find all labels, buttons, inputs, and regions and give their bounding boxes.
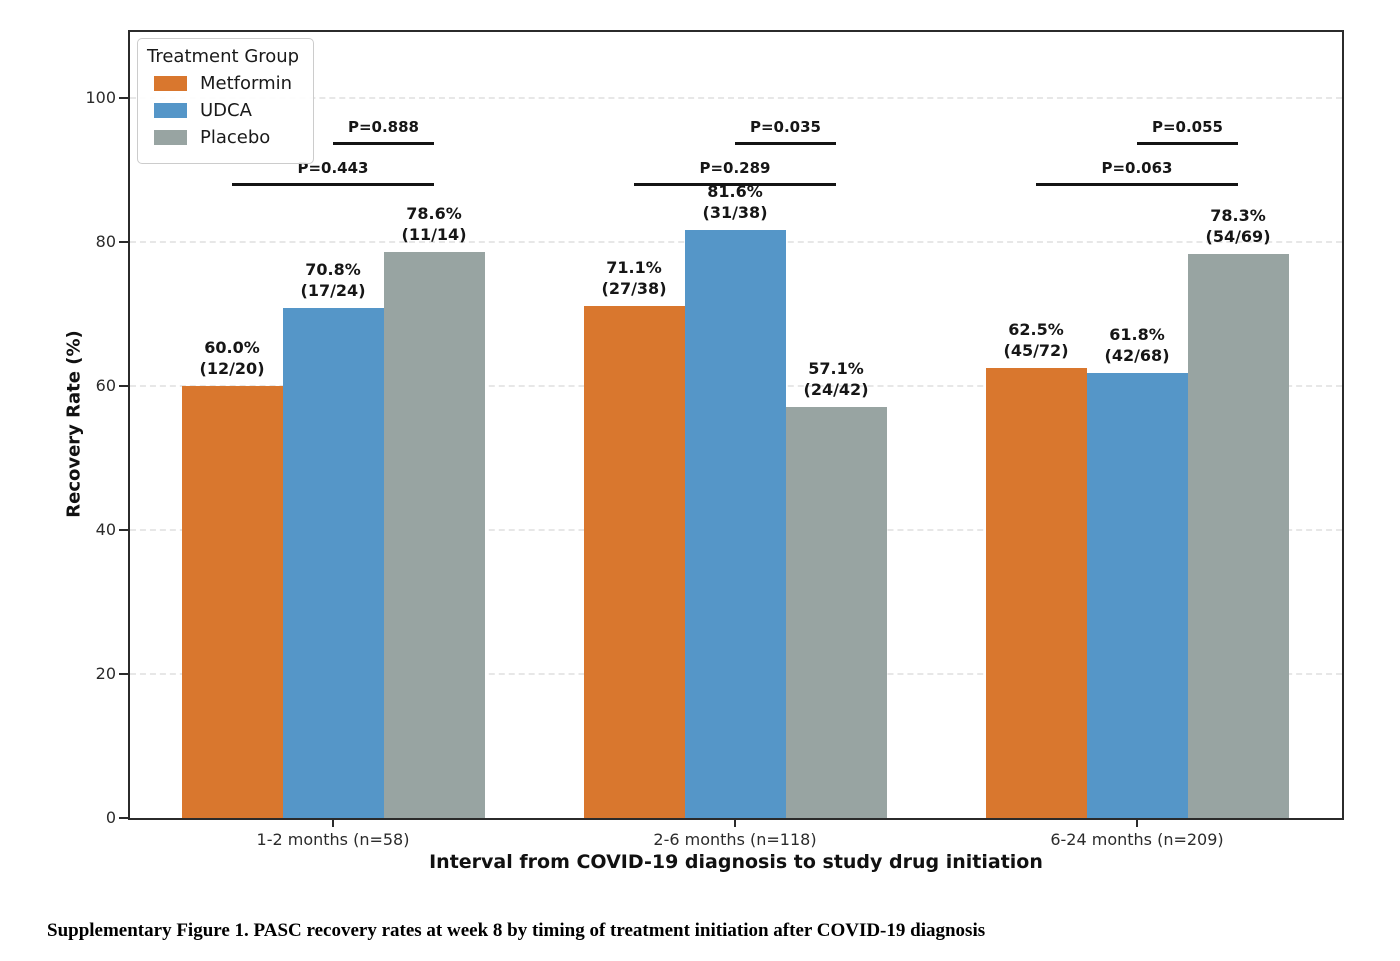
y-tick-mark (119, 817, 128, 819)
x-tick-label: 1-2 months (n=58) (256, 830, 410, 849)
bar-percent-text: 70.8% (305, 260, 361, 280)
bar-fraction-text: (31/38) (702, 203, 768, 223)
bar-udca-group3 (1086, 373, 1188, 818)
figure-caption: Supplementary Figure 1. PASC recovery ra… (47, 920, 986, 941)
bar-value-label: 78.6% (11/14) (364, 203, 504, 245)
legend-item-placebo: Placebo (154, 127, 299, 148)
y-tick-label: 80 (95, 232, 116, 251)
bar-value-label: 71.1% (27/38) (564, 257, 704, 299)
y-tick-mark (119, 673, 128, 675)
legend-title: Treatment Group (147, 46, 300, 67)
legend-swatch-icon (154, 76, 187, 91)
x-axis-title: Interval from COVID-19 diagnosis to stud… (429, 851, 1043, 873)
legend-swatch-icon (154, 103, 187, 118)
p-value-label: P=0.055 (1151, 118, 1223, 136)
bar-percent-text: 61.8% (1109, 325, 1165, 345)
legend-item-udca: UDCA (154, 100, 299, 121)
bar-udca-group1 (282, 308, 384, 818)
y-tick-mark (119, 529, 128, 531)
bar-fraction-text: (54/69) (1205, 227, 1271, 247)
x-tick-mark (1136, 820, 1138, 827)
bar-metformin-group3 (985, 368, 1087, 818)
y-tick-mark (119, 385, 128, 387)
bar-fraction-text: (11/14) (401, 225, 467, 245)
y-tick-label: 20 (95, 664, 116, 683)
bar-percent-text: 62.5% (1008, 320, 1064, 339)
x-tick-mark (332, 820, 334, 827)
bar-fraction-text: (45/72) (1003, 341, 1069, 360)
y-tick-label: 0 (105, 808, 116, 827)
y-tick-mark (119, 241, 128, 243)
bar-value-label: 78.3% (54/69) (1168, 205, 1308, 247)
y-axis-title: Recovery Rate (%) (63, 330, 85, 518)
bar-percent-text: 71.1% (606, 258, 662, 278)
significance-bracket (634, 183, 836, 186)
x-tick-label: 2-6 months (n=118) (653, 830, 817, 849)
bar-value-label: 81.6% (31/38) (665, 181, 805, 223)
x-tick-label: 6-24 months (n=209) (1050, 830, 1224, 849)
legend-swatch-icon (154, 130, 187, 145)
significance-bracket (232, 183, 434, 186)
significance-bracket (1036, 183, 1238, 186)
bar-value-label: 61.8% (42/68) (1067, 324, 1207, 366)
bar-placebo-group3 (1187, 254, 1289, 818)
bar-fraction-text: (24/42) (803, 379, 869, 399)
plot-area: Treatment Group Metformin UDCA Placebo 60.… (128, 30, 1344, 820)
p-value-label: P=0.289 (699, 159, 771, 177)
bar-value-label: 60.0% (12/20) (162, 337, 302, 379)
bar-value-label: 57.1% (24/42) (766, 358, 906, 400)
y-tick-mark (119, 97, 128, 99)
bar-value-label: 70.8% (17/24) (263, 259, 403, 301)
legend-item-label: Placebo (200, 127, 271, 148)
significance-bracket (735, 142, 836, 145)
bar-placebo-group1 (383, 252, 485, 818)
bar-percent-text: 81.6% (707, 182, 763, 202)
bar-percent-text: 60.0% (204, 338, 260, 357)
bar-metformin-group2 (583, 306, 685, 818)
p-value-label: P=0.888 (347, 118, 419, 136)
gridline-100 (130, 97, 1342, 99)
significance-bracket (333, 142, 434, 145)
legend-item-label: UDCA (200, 100, 252, 121)
bar-metformin-group1 (181, 386, 283, 818)
bar-placebo-group2 (785, 406, 887, 818)
bar-fraction-text: (27/38) (601, 279, 667, 299)
bar-udca-group2 (684, 230, 786, 818)
significance-bracket (1137, 142, 1238, 145)
bar-percent-text: 57.1% (808, 358, 864, 378)
legend-item-metformin: Metformin (154, 73, 299, 94)
legend-item-label: Metformin (200, 73, 293, 94)
p-value-label: P=0.035 (749, 118, 821, 136)
y-tick-label: 60 (95, 376, 116, 395)
bar-percent-text: 78.3% (1210, 206, 1266, 226)
bar-percent-text: 78.6% (406, 204, 462, 224)
bar-fraction-text: (42/68) (1104, 346, 1170, 366)
x-tick-mark (734, 820, 736, 827)
legend-items: Metformin UDCA Placebo (147, 73, 299, 148)
p-value-label: P=0.063 (1101, 159, 1173, 177)
bar-fraction-text: (12/20) (199, 359, 265, 378)
bar-fraction-text: (17/24) (300, 281, 366, 301)
bar-value-label: 62.5% (45/72) (966, 319, 1106, 361)
legend: Treatment Group Metformin UDCA Placebo (137, 38, 315, 164)
y-tick-label: 100 (85, 88, 116, 107)
y-tick-label: 40 (95, 520, 116, 539)
p-value-label: P=0.443 (297, 159, 369, 177)
